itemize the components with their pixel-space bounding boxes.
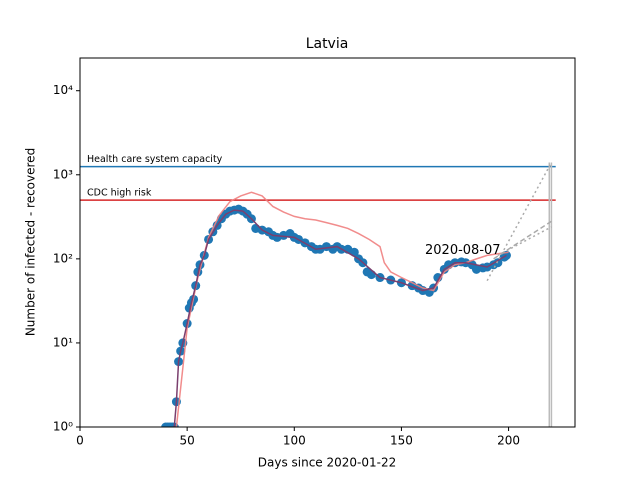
y-tick-label: 10³	[53, 167, 73, 181]
x-tick-label: 200	[497, 434, 520, 448]
threshold-label: Health care system capacity	[87, 154, 223, 165]
projection-line	[486, 162, 553, 282]
x-axis-label: Days since 2020-01-22	[258, 456, 397, 470]
series-line	[173, 209, 507, 427]
series-line	[175, 191, 509, 427]
x-tick-label: 50	[180, 434, 195, 448]
x-tick-label: 0	[76, 434, 84, 448]
threshold-label: CDC high risk	[87, 188, 152, 199]
chart-title: Latvia	[306, 36, 349, 52]
y-tick-label: 10⁴	[53, 83, 73, 97]
y-tick-label: 10⁰	[53, 420, 73, 434]
y-tick-label: 10²	[53, 251, 73, 265]
projection-line	[493, 220, 552, 260]
x-tick-label: 100	[283, 434, 306, 448]
y-tick-label: 10¹	[53, 335, 73, 349]
y-axis-label: Number of infected - recovered	[24, 148, 38, 336]
data-point	[366, 270, 376, 280]
plot-frame	[79, 57, 576, 428]
data-point	[493, 258, 503, 268]
annotation: 2020-08-07	[425, 243, 501, 258]
x-tick-label: 150	[390, 434, 413, 448]
projection-line	[497, 226, 552, 257]
